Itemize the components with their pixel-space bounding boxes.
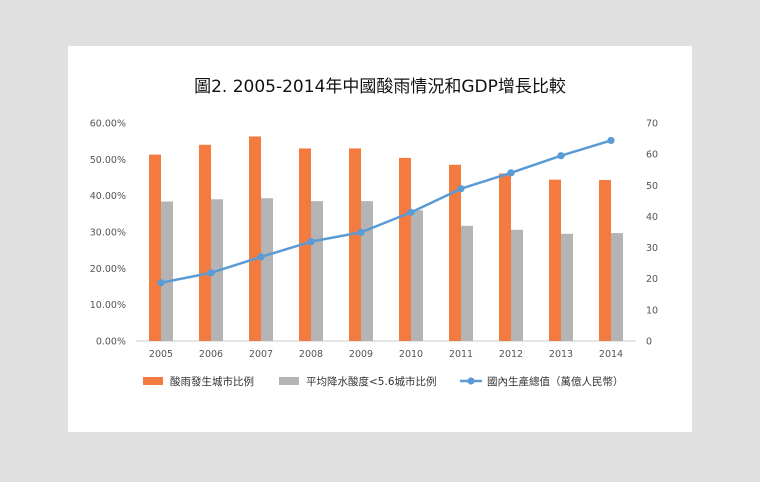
legend-label: 酸雨發生城市比例	[170, 375, 254, 388]
gdp-point	[407, 208, 415, 216]
gdp-point	[607, 136, 615, 145]
x-tick-label: 2011	[449, 349, 473, 360]
gdp-point	[307, 238, 315, 246]
chart-title: 圖2. 2005-2014年中國酸雨情況和GDP增長比較	[194, 77, 566, 97]
y-right-tick-label: 0	[646, 337, 652, 348]
y-right-tick-label: 50	[646, 181, 658, 192]
gdp-point	[557, 152, 565, 160]
y-left-tick-label: 20.00%	[90, 264, 126, 275]
gdp-point	[357, 228, 365, 236]
x-tick-label: 2008	[299, 349, 323, 360]
y-left-tick-label: 60.00%	[90, 119, 126, 130]
x-tick-label: 2005	[149, 349, 173, 360]
y-left-tick-label: 30.00%	[90, 228, 126, 239]
gdp-line	[160, 139, 612, 284]
x-tick-label: 2009	[349, 349, 373, 360]
y-left-tick-label: 50.00%	[90, 155, 126, 166]
bar-low-ph-city-ratio	[361, 201, 373, 341]
bar-acid-rain-city-ratio	[599, 180, 611, 341]
x-tick-label: 2010	[399, 349, 423, 360]
bar-low-ph-city-ratio	[561, 233, 573, 341]
gdp-point	[157, 279, 165, 287]
x-tick-label: 2006	[199, 349, 223, 360]
y-right-tick-label: 70	[646, 119, 658, 130]
bar-acid-rain-city-ratio	[399, 157, 411, 341]
bar-acid-rain-city-ratio	[349, 148, 361, 341]
bar-acid-rain-city-ratio	[549, 179, 561, 341]
x-tick-label: 2012	[499, 349, 523, 360]
bar-low-ph-city-ratio	[611, 233, 623, 341]
bar-low-ph-city-ratio	[311, 201, 323, 341]
bar-acid-rain-city-ratio	[449, 164, 461, 341]
y-left-tick-label: 40.00%	[90, 191, 126, 202]
legend-marker	[467, 377, 475, 385]
bar-low-ph-city-ratio	[461, 225, 473, 341]
bar-low-ph-city-ratio	[411, 210, 423, 341]
bar-acid-rain-city-ratio	[249, 136, 261, 341]
bar-acid-rain-city-ratio	[199, 144, 211, 341]
bar-acid-rain-city-ratio	[149, 154, 161, 341]
y-right-tick-label: 10	[646, 305, 658, 316]
y-right-tick-label: 40	[646, 212, 658, 223]
y-left-tick-label: 10.00%	[90, 300, 126, 311]
gdp-point	[457, 185, 465, 193]
legend-label: 平均降水酸度<5.6城市比例	[306, 375, 437, 388]
y-left-tick-label: 0.00%	[96, 337, 126, 348]
legend-swatch	[279, 377, 299, 385]
y-right-tick-label: 20	[646, 274, 658, 285]
legend-label: 國內生產總值（萬億人民幣）	[487, 375, 624, 388]
y-right-tick-label: 30	[646, 243, 658, 254]
x-tick-label: 2013	[549, 349, 573, 360]
gdp-point	[507, 169, 515, 177]
y-right-tick-label: 60	[646, 150, 658, 161]
legend-swatch	[143, 377, 163, 385]
x-tick-label: 2014	[599, 349, 623, 360]
bar-low-ph-city-ratio	[511, 229, 523, 341]
bar-low-ph-city-ratio	[261, 198, 273, 341]
bar-low-ph-city-ratio	[161, 201, 173, 341]
bar-acid-rain-city-ratio	[499, 173, 511, 341]
gdp-point	[207, 269, 215, 277]
gdp-point	[257, 253, 265, 261]
x-tick-label: 2007	[249, 349, 273, 360]
